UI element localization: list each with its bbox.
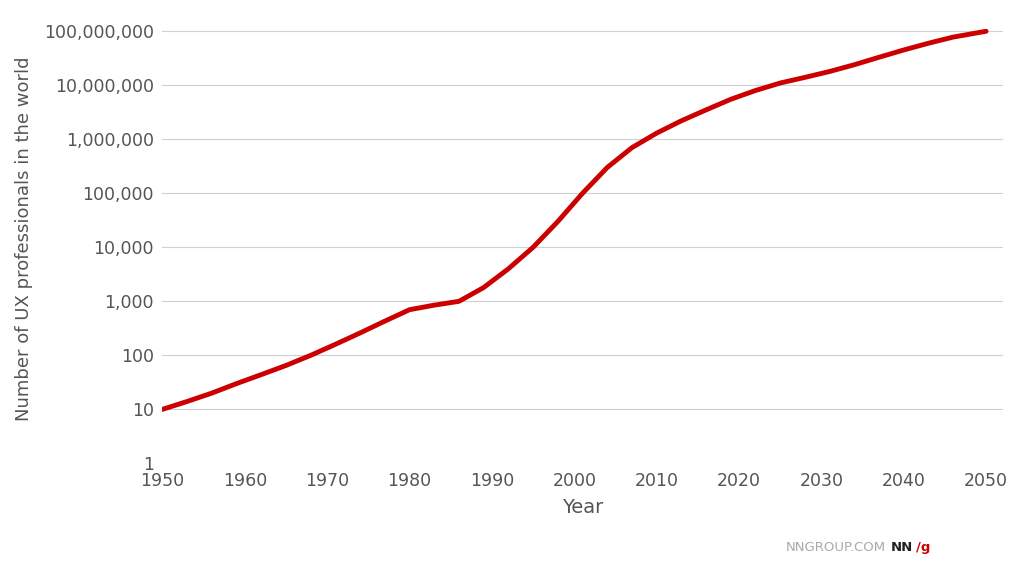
Text: NN: NN [891, 541, 913, 554]
Y-axis label: Number of UX professionals in the world: Number of UX professionals in the world [15, 57, 33, 422]
Text: NNGROUP.COM: NNGROUP.COM [785, 541, 886, 554]
X-axis label: Year: Year [562, 498, 603, 517]
Text: /g: /g [916, 541, 931, 554]
